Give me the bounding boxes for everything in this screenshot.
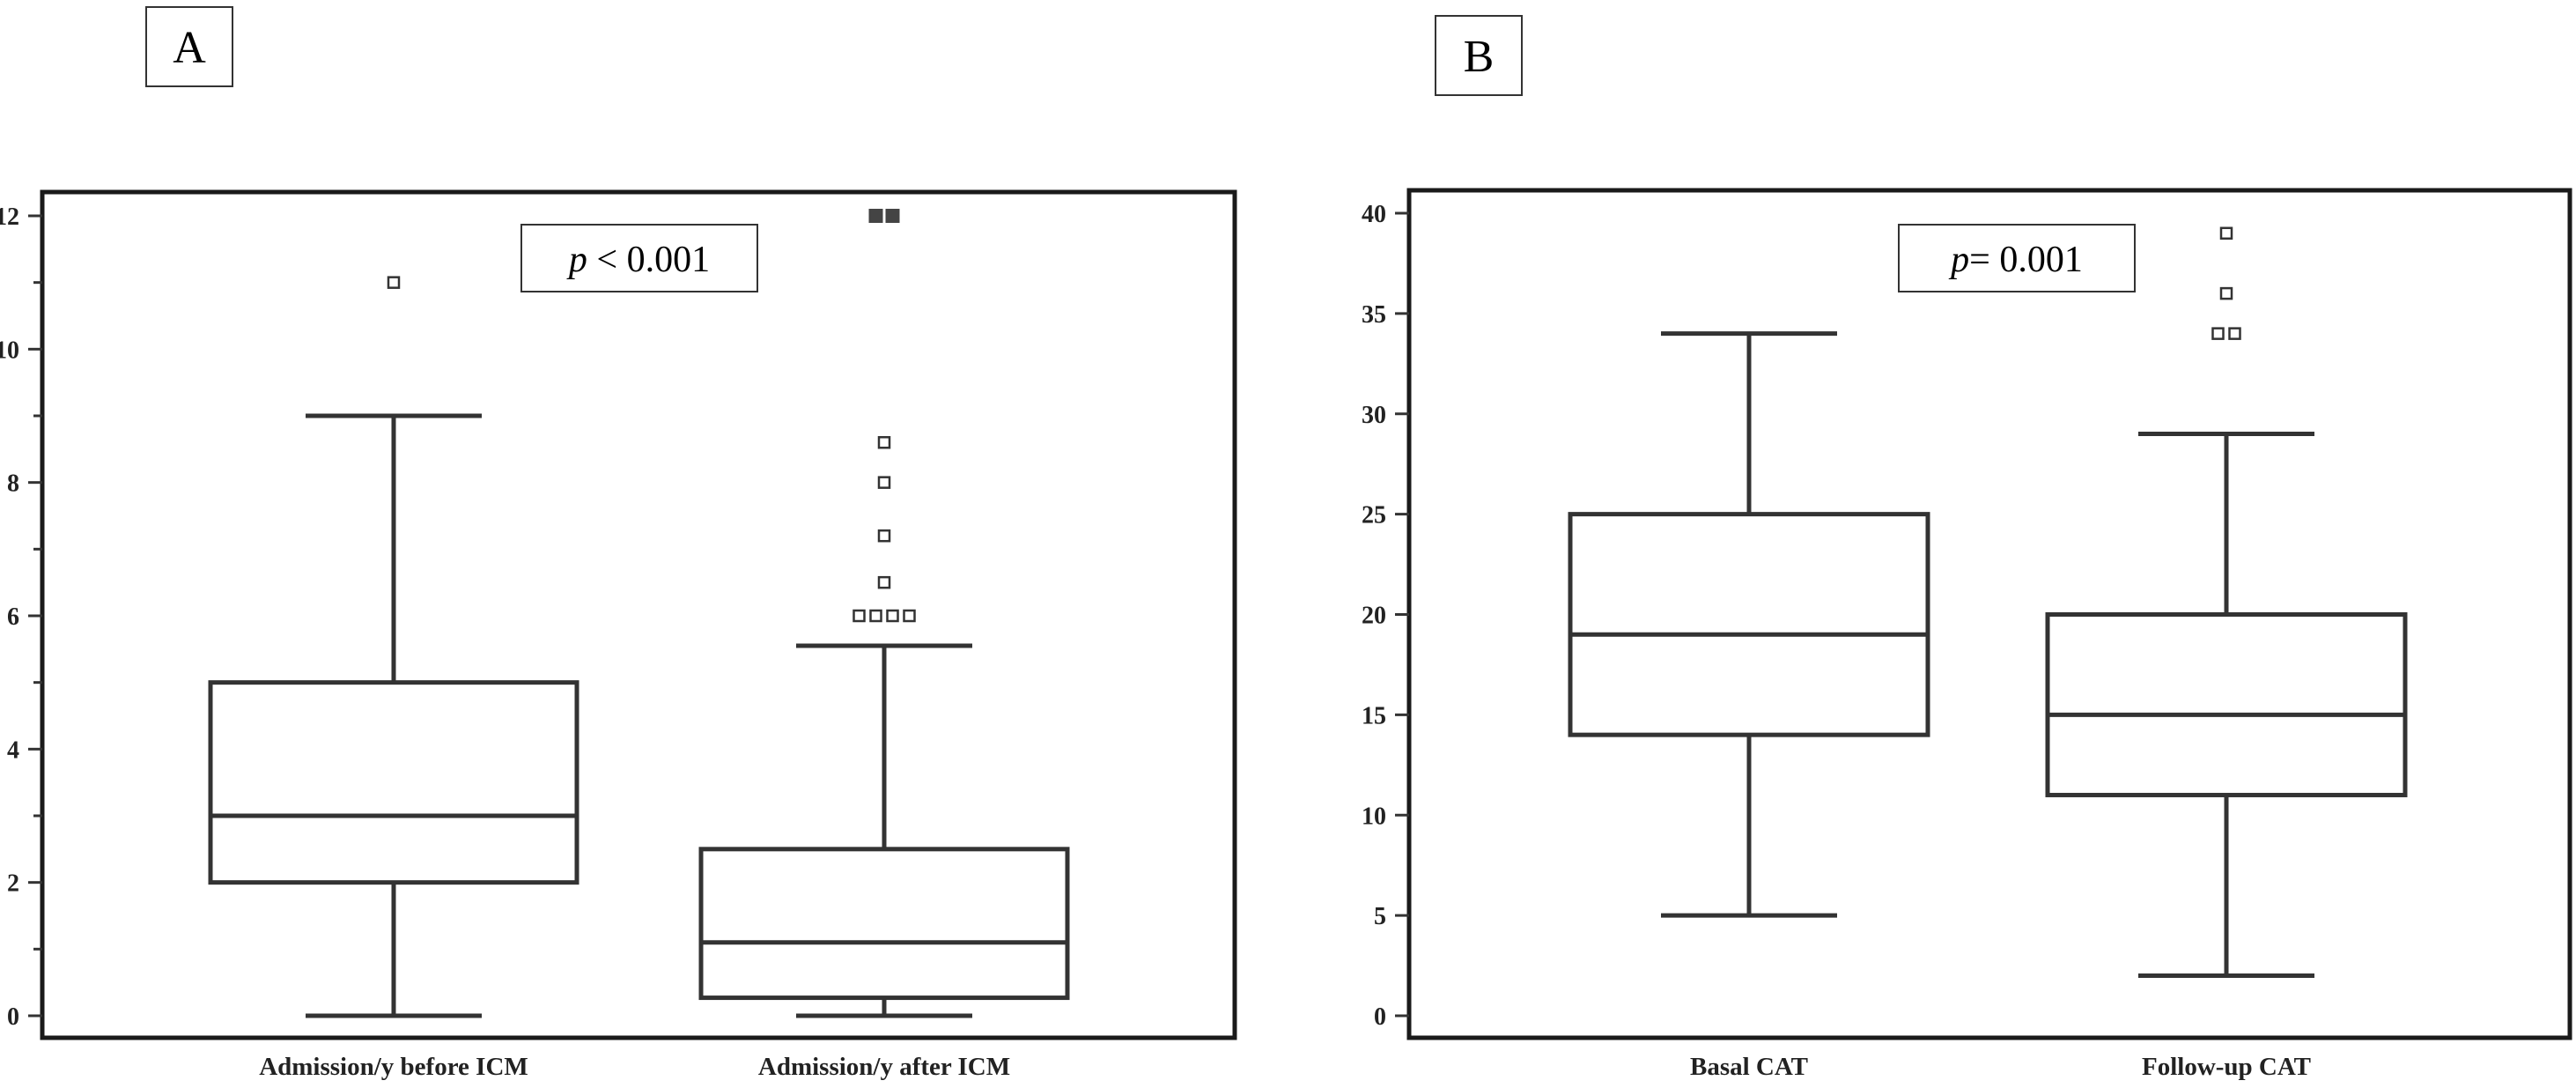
y-tick-label: 15 xyxy=(1362,702,1386,729)
outlier-point xyxy=(853,609,866,623)
box-2 xyxy=(698,209,1070,1018)
panel-a: A 0 2 4 6 8 10 12 Admission/y before ICM Admissio… xyxy=(0,6,1237,1081)
outlier-point xyxy=(903,609,916,623)
iqr-box xyxy=(1568,512,1930,737)
iqr-box xyxy=(698,847,1070,1001)
y-tick-label: 10 xyxy=(0,337,19,364)
y-tick-label: 0 xyxy=(7,1003,19,1031)
panel-letter: B xyxy=(1464,32,1495,82)
p-value-annotation: p= 0.001 xyxy=(1948,240,2083,280)
y-tick-label: 2 xyxy=(7,870,19,898)
p-value-symbol: p xyxy=(566,240,587,280)
box-2 xyxy=(2045,226,2408,978)
outlier-point xyxy=(2219,286,2233,300)
y-tick-label: 8 xyxy=(7,470,19,498)
y-tick-label: 20 xyxy=(1362,603,1386,630)
y-tick-label: 35 xyxy=(1362,301,1386,329)
p-value-text: = 0.001 xyxy=(1969,240,2083,280)
x-category-label: Admission/y before ICM xyxy=(259,1053,528,1081)
iqr-box xyxy=(2045,612,2408,797)
p-value-symbol: p xyxy=(1948,240,1969,280)
x-category-label: Admission/y after ICM xyxy=(758,1053,1010,1081)
outlier-point xyxy=(2211,327,2225,340)
outlier-point xyxy=(877,575,891,589)
x-category-label: Follow-up CAT xyxy=(2142,1053,2311,1081)
outlier-point xyxy=(877,476,891,489)
y-tick-label: 25 xyxy=(1362,502,1386,529)
p-value-annotation: p < 0.001 xyxy=(566,240,710,280)
outlier-point xyxy=(877,436,891,449)
y-tick-label: 30 xyxy=(1362,402,1386,429)
y-tick-label: 4 xyxy=(7,736,19,764)
outlier-point xyxy=(885,209,900,223)
box-1 xyxy=(1568,331,1930,918)
y-tick-label: 6 xyxy=(7,603,19,631)
box-1 xyxy=(208,276,579,1018)
p-value-box xyxy=(1898,224,2136,292)
y-tick-label: 5 xyxy=(1374,903,1386,930)
p-value-box xyxy=(520,224,758,292)
y-tick-label: 0 xyxy=(1374,1003,1386,1031)
iqr-box xyxy=(208,680,579,885)
panel-letter-box xyxy=(145,6,233,87)
y-tick-label: 40 xyxy=(1362,201,1386,228)
outlier-point xyxy=(2219,226,2233,241)
outlier-point xyxy=(387,276,401,289)
outlier-point xyxy=(886,609,899,623)
panel-letter: A xyxy=(173,23,206,73)
p-value-text: < 0.001 xyxy=(587,240,710,280)
outlier-point xyxy=(868,209,883,223)
outlier-point xyxy=(877,529,891,543)
outlier-point xyxy=(869,609,882,623)
y-tick-label: 12 xyxy=(0,204,19,231)
x-category-label: Basal CAT xyxy=(1690,1053,1808,1081)
y-tick-label: 10 xyxy=(1362,803,1386,830)
panel-letter-box xyxy=(1435,15,1523,96)
outlier-point xyxy=(2228,327,2241,340)
panel-b: B 0 5 10 15 20 25 30 35 40 Basal CAT Follow-up CAT p… xyxy=(1362,15,2572,1081)
